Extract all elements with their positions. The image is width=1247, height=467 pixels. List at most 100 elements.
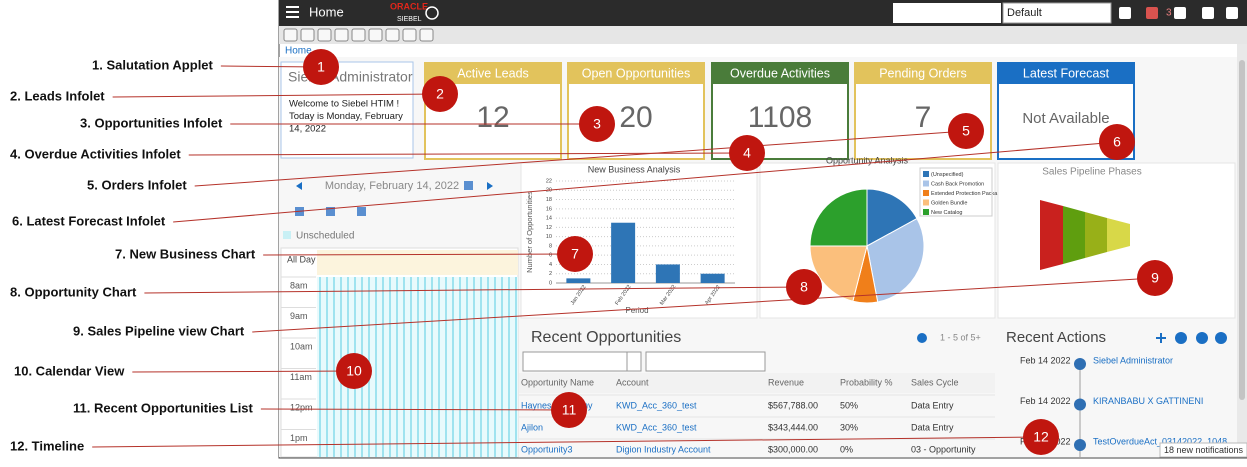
logo: ORACLE: [390, 1, 428, 11]
legend-box: [919, 167, 993, 217]
y-tick-label: 22: [546, 178, 552, 184]
legend-label: Extended Protection Packag: [931, 191, 1000, 197]
logo-sub: SIEBEL: [397, 16, 422, 23]
marker-number: 3: [593, 116, 601, 132]
next-arrow[interactable]: [487, 182, 493, 190]
infolet-value: 1108: [748, 101, 813, 134]
action-icon[interactable]: [1215, 332, 1227, 344]
marker-number: 2: [436, 86, 444, 102]
infolet-header: [998, 63, 1134, 84]
notification-badge: 3: [1166, 8, 1172, 19]
legend-label: (Unspecified): [931, 172, 964, 178]
table-cell: 0%: [840, 444, 853, 454]
legend-swatch: [923, 199, 929, 206]
time-label: 9am: [290, 311, 308, 321]
unscheduled-swatch: [283, 231, 291, 239]
bar: [611, 222, 636, 283]
annotation-marker: [786, 269, 822, 305]
legend-swatch: [923, 171, 929, 177]
y-tick-label: 4: [549, 262, 552, 268]
legend-swatch: [923, 209, 929, 215]
legend-label: Golden Bundle: [931, 200, 967, 206]
annotation-marker: [1023, 419, 1059, 455]
annotation-line: [263, 253, 576, 256]
annotation-label: 5. Orders Infolet: [87, 177, 187, 192]
header-icon: [1226, 7, 1238, 19]
prev-arrow[interactable]: [296, 182, 302, 190]
y-tick-label: 10: [546, 234, 552, 240]
timeline-node: [1074, 358, 1086, 370]
infolet-header: [855, 63, 991, 84]
y-tick-label: 16: [546, 206, 552, 212]
annotation-marker: [579, 106, 615, 142]
header-icon: [1174, 7, 1186, 19]
time-label: 11am: [290, 372, 312, 382]
action-icon[interactable]: [1196, 332, 1208, 344]
settings-icon[interactable]: [917, 333, 927, 343]
table-cell: $300,000.00: [768, 444, 818, 454]
pie-slice: [866, 217, 925, 303]
infolet-header: [712, 63, 848, 84]
salutation-applet: [280, 61, 414, 159]
annotation-line: [112, 93, 441, 98]
annotation-label: 12. Timeline: [10, 438, 84, 453]
annotation-line: [173, 141, 1118, 223]
legend-swatch: [923, 180, 929, 187]
timeline-title: Recent Actions: [1006, 329, 1106, 346]
timeline-node: [1074, 439, 1086, 451]
record-count: 1 - 5 of 5+: [940, 332, 981, 342]
annotation-marker: [336, 353, 372, 389]
annotation-line: [132, 370, 355, 373]
y-axis-label: Number of Opportunities: [525, 191, 534, 273]
marker-number: 11: [562, 402, 577, 418]
header-title: Home: [309, 4, 344, 19]
scroll-thumb: [1239, 60, 1245, 400]
toolbar-icon: [419, 28, 434, 42]
infolet-value: 20: [619, 101, 652, 134]
annotation-label: 10. Calendar View: [14, 363, 125, 378]
table-cell: Data Entry: [911, 422, 954, 432]
toolbar-icon: [368, 28, 383, 42]
breadcrumb: Home: [285, 46, 312, 57]
annotation-marker: [551, 392, 587, 428]
toolbar: [279, 26, 1247, 44]
infolet-value: 7: [915, 101, 932, 134]
time-label: 10am: [290, 341, 313, 351]
marker-number: 6: [1113, 134, 1121, 150]
time-label: 12pm: [290, 402, 313, 412]
timeline-date: Feb 14 2022: [1020, 355, 1071, 365]
table-header: [519, 373, 995, 393]
toolbar-icon: [283, 28, 298, 42]
pie-slice: [809, 188, 868, 247]
table-cell: $343,444.00: [768, 422, 818, 432]
toolbar-icon: [402, 28, 417, 42]
table-cell: $567,788.00: [768, 400, 818, 410]
header-icon: [1202, 7, 1214, 19]
go-icon[interactable]: [425, 6, 439, 20]
action-icon[interactable]: [1175, 332, 1187, 344]
menu-icon-line: [286, 11, 299, 13]
y-tick-label: 18: [546, 197, 552, 203]
annotation-marker: [303, 49, 339, 85]
calendar-date: Monday, February 14, 2022: [325, 180, 459, 192]
annotation-marker: [557, 236, 593, 272]
menu-icon-line: [286, 6, 299, 8]
column-header: Probability %: [840, 377, 893, 387]
filter-select: [522, 351, 642, 372]
menu-icon-line: [286, 16, 299, 18]
chart-panel: [520, 162, 758, 319]
timeline-node: [1074, 398, 1086, 411]
column-header: Revenue: [768, 377, 804, 387]
bar: [655, 264, 680, 283]
infolet-title: Active Leads: [457, 66, 529, 80]
marker-number: 10: [346, 363, 362, 379]
bar: [566, 278, 591, 283]
search-input: [893, 3, 1001, 23]
annotation-label: 3. Opportunities Infolet: [80, 115, 223, 130]
annotation-label: 8. Opportunity Chart: [10, 284, 137, 299]
all-day-row: [317, 250, 518, 275]
annotation-marker: [948, 113, 984, 149]
toolbar-icon: [300, 28, 315, 42]
bar: [700, 273, 725, 283]
